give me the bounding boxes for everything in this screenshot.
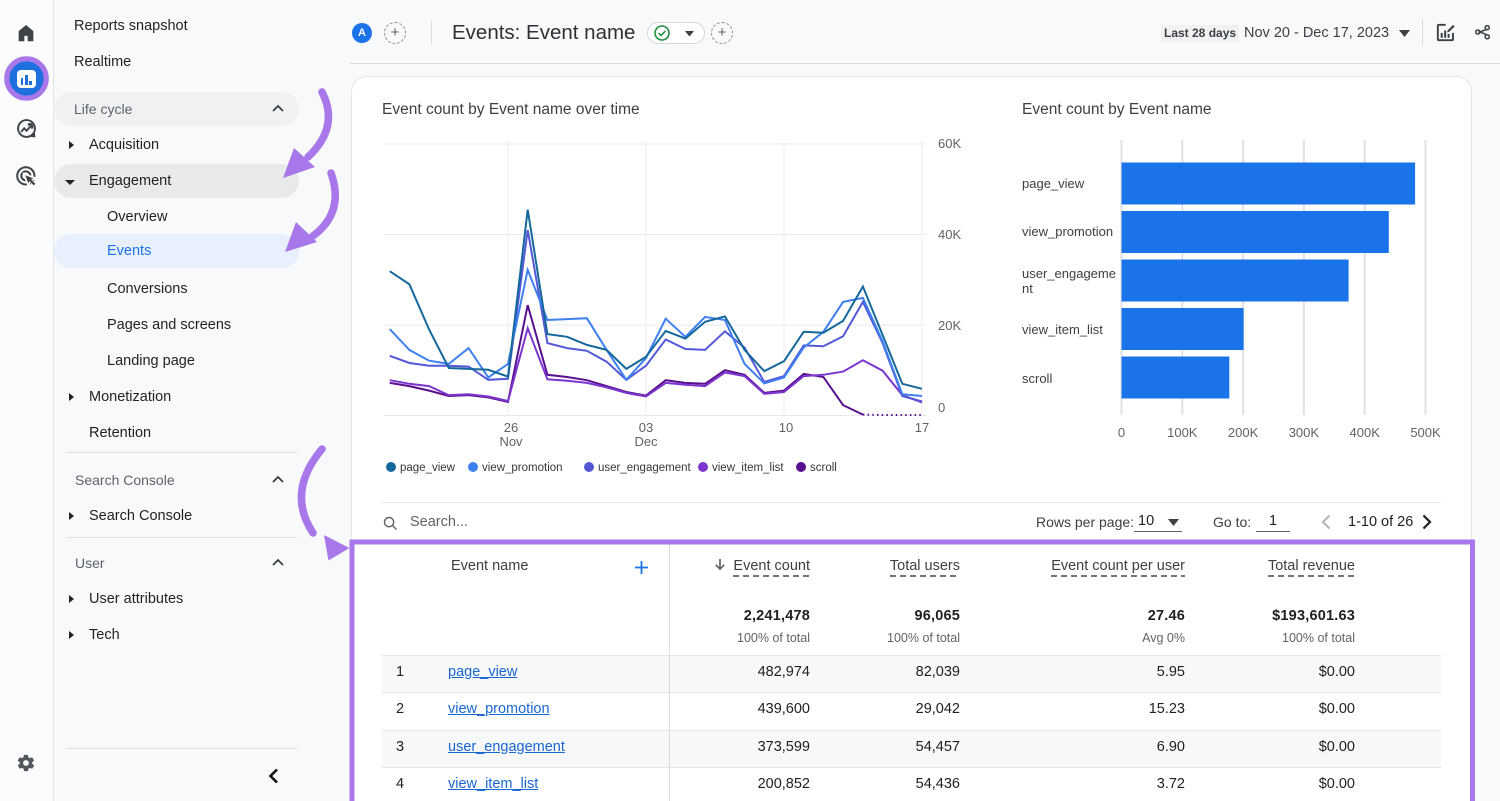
svg-text:300K: 300K	[1289, 425, 1320, 440]
svg-text:view_promotion: view_promotion	[1022, 224, 1113, 239]
svg-text:view_item_list: view_item_list	[1022, 322, 1103, 337]
svg-text:view_promotion: view_promotion	[482, 462, 563, 474]
svg-text:26: 26	[504, 420, 518, 435]
svg-text:page_view: page_view	[1022, 176, 1085, 191]
svg-text:page_view: page_view	[400, 462, 456, 474]
svg-text:0: 0	[1118, 425, 1125, 440]
svg-text:scroll: scroll	[810, 462, 837, 474]
svg-text:Nov: Nov	[499, 434, 523, 449]
svg-text:03: 03	[639, 420, 653, 435]
svg-text:scroll: scroll	[1022, 371, 1052, 386]
svg-text:17: 17	[915, 420, 929, 435]
svg-text:0: 0	[938, 400, 945, 415]
svg-text:nt: nt	[1022, 281, 1033, 296]
svg-text:400K: 400K	[1350, 425, 1381, 440]
svg-text:10: 10	[779, 420, 793, 435]
svg-text:60K: 60K	[938, 136, 961, 151]
svg-text:200K: 200K	[1228, 425, 1259, 440]
svg-text:40K: 40K	[938, 227, 961, 242]
svg-text:user_engageme: user_engageme	[1022, 266, 1116, 281]
svg-text:user_engagement: user_engagement	[598, 462, 692, 474]
svg-text:view_item_list: view_item_list	[712, 462, 784, 474]
svg-text:20K: 20K	[938, 318, 961, 333]
svg-text:100K: 100K	[1167, 425, 1198, 440]
svg-text:500K: 500K	[1410, 425, 1441, 440]
svg-text:Dec: Dec	[634, 434, 658, 449]
